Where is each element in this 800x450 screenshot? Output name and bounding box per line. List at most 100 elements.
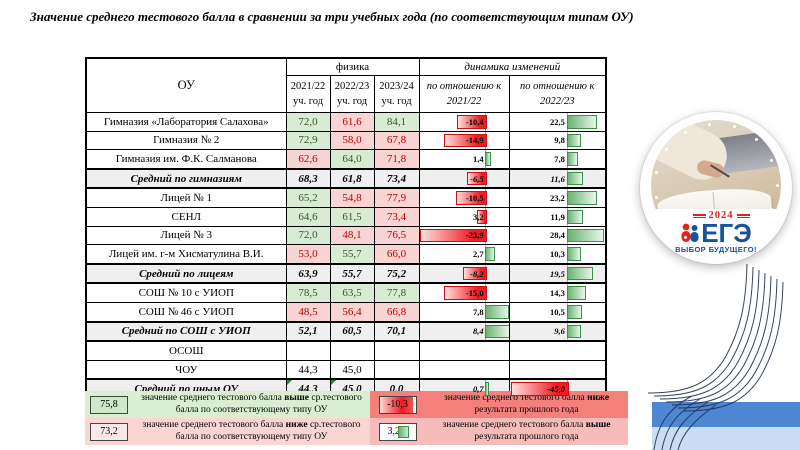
table-row: Гимназия № 2 72,9 58,0 67,8 -14,9 9,8 (85, 130, 607, 151)
dynamics-bar (566, 152, 579, 166)
table-row: Средний по лицеям 63,9 55,7 75,2 -8,2 19,5 (85, 262, 607, 285)
header-ou: ОУ (85, 57, 287, 113)
dynamics-bar (566, 191, 598, 205)
dynamics-cell: 19,5 (508, 262, 607, 285)
ou-cell: Лицей им. г-м Хисматулина В.И. (85, 244, 287, 265)
dynamics-cell: -23,9 (418, 225, 510, 246)
legend-swatch-higher-prev-year: 3,2 (370, 418, 425, 445)
legend-swatch-higher-type: 75,8 (85, 391, 133, 418)
header-subject: физика (285, 57, 420, 76)
table-row: Лицей им. г-м Хисматулина В.И. 53,0 55,7 66… (85, 244, 607, 265)
legend-text: значение среднего тестового балла (442, 420, 586, 431)
year-suffix: уч. год (292, 96, 324, 107)
ou-cell: Гимназия им. Ф.К. Салманова (85, 149, 287, 170)
table-row: Средний по СОШ с УИОП 52,1 60,5 70,1 8,4 9,6 (85, 320, 607, 343)
legend-text-lower-prev-year: значение среднего тестового балла ниже р… (425, 391, 628, 418)
dynamics-bar (456, 191, 488, 205)
dynamics-bar (566, 266, 593, 281)
dynamics-cell: -15,0 (418, 282, 510, 303)
score-cell: 73,4 (373, 206, 420, 227)
header-dynamics: динамика изменений (418, 57, 607, 76)
table-body: Гимназия «Лаборатория Салахова» 72,0 61,6 8… (85, 112, 607, 400)
dynamics-cell: -10,4 (418, 112, 510, 132)
dynamics-cell: 1,4 (418, 149, 510, 170)
score-cell: 84,1 (373, 112, 420, 132)
dynamics-bar (485, 304, 508, 319)
legend-sample-value: -10,3 (378, 395, 417, 414)
ou-cell: Гимназия № 2 (85, 130, 287, 151)
year-suffix: уч. год (336, 96, 368, 107)
ege-2024-badge: 2024 ЕГЭ ВЫБОР БУДУЩЕГО! (640, 112, 792, 264)
score-cell: 54,8 (329, 187, 375, 208)
table-row: Лицей № 1 65,2 54,8 77,9 -10,5 23,2 (85, 187, 607, 208)
legend-text: значение среднего тестового балла (443, 393, 588, 404)
ege-text: ЕГЭ (701, 217, 752, 248)
dynamics-cell: -10,5 (418, 187, 510, 208)
ou-cell: ОСОШ (85, 340, 287, 361)
dynamics-cell: 2,7 (418, 244, 510, 265)
dynamics-cell: 10,3 (508, 244, 607, 265)
score-cell: 76,5 (373, 225, 420, 246)
slide-title: Значение среднего тестового балла в срав… (30, 9, 634, 24)
legend-swatch-lower-type: 73,2 (85, 418, 133, 445)
score-cell: 78,5 (285, 282, 331, 303)
score-cell: 70,1 (373, 320, 420, 343)
score-cell: 63,5 (329, 282, 375, 303)
dynamics-bar (566, 209, 584, 224)
dynamics-cell: 23,2 (508, 187, 607, 208)
legend-text-em: ниже (587, 393, 610, 404)
score-cell: 55,7 (329, 244, 375, 265)
ou-cell: Лицей № 1 (85, 187, 287, 208)
table-row: СОШ № 10 с УИОП 78,5 63,5 77,8 -15,0 14,3 (85, 282, 607, 303)
score-cell: 77,8 (373, 282, 420, 303)
score-cell: 61,6 (329, 112, 375, 132)
dynamics-bar (467, 171, 488, 186)
dynamics-bar (444, 133, 488, 148)
legend-text: значение среднего тестового балла (141, 393, 285, 404)
table-header: ОУ физика динамика изменений 2021/22 уч.… (85, 57, 607, 113)
wavy-lines (647, 263, 784, 450)
arm-graphic (651, 120, 735, 188)
score-cell: 52,1 (285, 320, 331, 343)
table-row: Гимназия «Лаборатория Салахова» 72,0 61,6 8… (85, 112, 607, 132)
header-year-2021-22: 2021/22 уч. год (285, 75, 331, 113)
legend-text: ср.тестового балла по соответствующему т… (175, 393, 362, 415)
score-cell: 61,5 (329, 206, 375, 227)
score-cell: 72,9 (285, 130, 331, 151)
score-cell: 56,4 (329, 301, 375, 323)
ou-cell: Средний по гимназиям (85, 167, 287, 190)
score-cell: 48,1 (329, 225, 375, 246)
dynamics-bar (485, 382, 490, 396)
score-cell: 60,5 (329, 320, 375, 343)
dynamics-bar (566, 247, 582, 261)
year-label: 2021/22 (290, 80, 326, 92)
dynamics-cell: 10,5 (508, 301, 607, 323)
dynamics-cell: 8,4 (418, 320, 510, 343)
table-row: Средний по гимназиям 68,3 61,8 73,4 -6,5 11,6 (85, 167, 607, 190)
dynamics-cell: 3,2 (418, 206, 510, 227)
dynamics-cell (508, 359, 607, 380)
dynamics-bar (420, 228, 488, 243)
ege-people-icon (681, 223, 699, 242)
light-blue-band (652, 427, 800, 450)
score-cell: 64,0 (329, 149, 375, 170)
ou-cell: СОШ № 10 с УИОП (85, 282, 287, 303)
ou-cell: СЕНЛ (85, 206, 287, 227)
ou-cell: Средний по СОШ с УИОП (85, 320, 287, 343)
rel-label: по отношению к (426, 80, 502, 92)
score-cell: 77,9 (373, 187, 420, 208)
score-cell: 65,2 (285, 187, 331, 208)
legend-text: значение среднего тестового балла (142, 420, 286, 431)
dynamics-cell: 9,6 (508, 320, 607, 343)
score-cell (373, 359, 420, 380)
table-row: ЧОУ 44,3 45,0 (85, 359, 607, 380)
rel-year: 2021/22 (446, 96, 482, 107)
dynamics-bar (511, 382, 569, 396)
score-cell: 72,0 (285, 225, 331, 246)
ege-slogan: ВЫБОР БУДУЩЕГО! (675, 244, 757, 254)
score-cell (329, 340, 375, 361)
score-cell: 55,7 (329, 262, 375, 285)
score-cell: 73,4 (373, 167, 420, 190)
dynamics-bar (485, 152, 492, 166)
year-suffix: уч. год (381, 96, 412, 107)
